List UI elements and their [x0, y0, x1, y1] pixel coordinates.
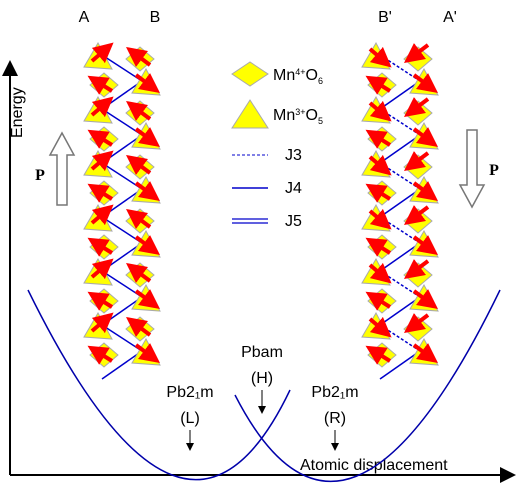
state-name: Pb2₁m	[311, 384, 358, 401]
legend-label: Mn4+O6	[273, 67, 323, 86]
y-axis-label: Energy	[9, 87, 26, 138]
energy-curve-right	[235, 290, 500, 481]
legend-label: J3	[285, 147, 302, 164]
column-label: B	[150, 9, 161, 26]
state-tag: (L)	[180, 410, 200, 427]
column-label: A	[79, 9, 90, 26]
legend-octahedron	[232, 62, 268, 86]
polarization-arrow-down	[460, 130, 484, 207]
column-label: B'	[378, 9, 392, 26]
polarization-label: P	[35, 167, 45, 184]
polarization-label: P	[489, 162, 499, 179]
state-tag: (H)	[251, 370, 273, 387]
x-axis-label: Atomic displacement	[300, 457, 448, 474]
legend-label: J5	[285, 213, 302, 230]
figure: Energy Atomic displacement Pbam (H) Pb2₁…	[0, 0, 516, 485]
legend-pyramid	[232, 100, 268, 128]
state-tag: (R)	[324, 410, 346, 427]
state-name: Pbam	[241, 344, 283, 361]
state-name: Pb2₁m	[166, 384, 213, 401]
crystal-chains	[84, 43, 438, 379]
legend-label: J4	[285, 180, 302, 197]
polarization-arrow-up	[50, 133, 74, 205]
column-label: A'	[443, 9, 457, 26]
legend-label: Mn3+O5	[273, 107, 323, 126]
